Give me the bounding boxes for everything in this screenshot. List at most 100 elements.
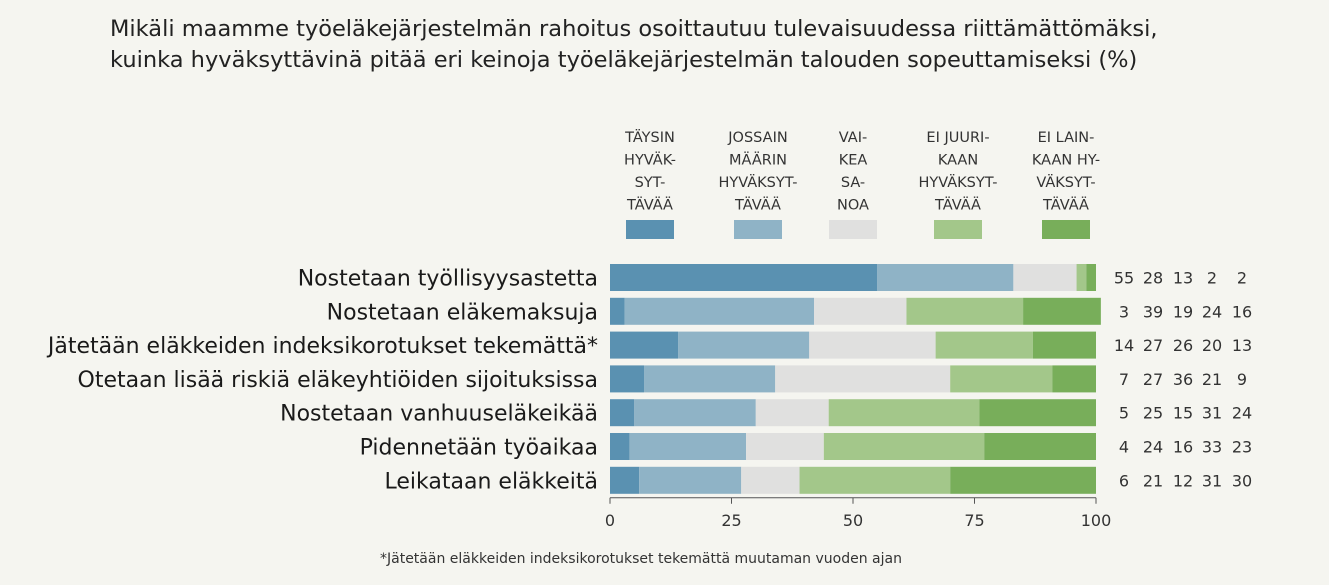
x-tick-label-1: 25	[721, 511, 741, 530]
legend-label-3-line-1: KAAN	[938, 153, 978, 169]
legend-label-4-line-3: TÄVÄÄ	[1042, 196, 1089, 214]
bar-2-4	[1032, 331, 1096, 359]
x-tick-label-0: 0	[605, 511, 615, 530]
bar-4-2	[755, 399, 829, 427]
value-label-5-1: 24	[1143, 438, 1163, 457]
bar-1-4	[1023, 297, 1101, 325]
value-label-6-0: 6	[1119, 471, 1129, 490]
category-label-4: Nostetaan vanhuuseläkeikää	[280, 402, 598, 427]
bar-6-3	[799, 466, 951, 494]
bar-0-2	[1013, 264, 1077, 291]
category-label-5: Pidennetään työaikaa	[360, 436, 598, 461]
legend-label-4-line-2: VÄKSYT-	[1036, 173, 1095, 191]
bar-5-4	[984, 433, 1096, 460]
category-label-2: Jätetään eläkkeiden indeksikorotukset te…	[46, 334, 598, 359]
bar-4-0	[610, 399, 635, 427]
x-tick-label-2: 50	[843, 511, 863, 530]
bar-4-3	[828, 399, 980, 427]
chart-title-line-1: Mikäli maamme työeläkejärjestelmän rahoi…	[110, 16, 1158, 42]
value-label-1-0: 3	[1119, 302, 1129, 321]
bar-4-4	[979, 399, 1096, 427]
value-label-0-4: 2	[1237, 269, 1247, 288]
bar-5-1	[629, 433, 747, 460]
value-label-4-4: 24	[1232, 404, 1252, 423]
legend-label-1-line-2: HYVÄKSYT-	[719, 173, 798, 191]
bar-3-0	[610, 365, 645, 393]
value-label-2-4: 13	[1232, 336, 1252, 355]
legend-label-0-line-2: SYT-	[635, 175, 666, 191]
value-label-4-0: 5	[1119, 404, 1129, 423]
legend-swatch-3	[934, 220, 982, 239]
bar-6-0	[610, 466, 640, 494]
category-label-1: Nostetaan eläkemaksuja	[327, 300, 598, 325]
value-label-5-3: 33	[1202, 438, 1222, 457]
legend-label-0-line-3: TÄVÄÄ	[626, 196, 673, 214]
category-label-6: Leikataan eläkkeitä	[385, 469, 598, 494]
value-label-5-4: 23	[1232, 438, 1252, 457]
bar-0-0	[610, 264, 878, 291]
x-tick-label-4: 100	[1081, 511, 1112, 530]
chart-title: Mikäli maamme työeläkejärjestelmän rahoi…	[110, 14, 1260, 76]
bar-6-4	[950, 466, 1096, 494]
value-label-0-0: 55	[1114, 269, 1134, 288]
value-label-2-2: 26	[1173, 336, 1193, 355]
value-label-2-0: 14	[1114, 336, 1134, 355]
legend-label-3-line-0: EI JUURI-	[926, 130, 989, 146]
category-label-3: Otetaan lisää riskiä eläkeyhtiöiden sijo…	[78, 368, 598, 393]
bar-2-1	[678, 331, 810, 359]
legend-swatch-1	[734, 220, 782, 239]
value-label-3-1: 27	[1143, 370, 1163, 389]
legend-label-0-line-0: TÄYSIN	[624, 128, 675, 146]
legend-label-1-line-3: TÄVÄÄ	[734, 196, 781, 214]
bar-5-2	[746, 433, 824, 460]
value-label-6-4: 30	[1232, 471, 1252, 490]
bar-3-3	[950, 365, 1053, 393]
value-label-0-3: 2	[1207, 269, 1217, 288]
value-label-2-3: 20	[1202, 336, 1222, 355]
legend-label-4-line-1: KAAN HY-	[1032, 153, 1100, 169]
value-label-4-1: 25	[1143, 404, 1163, 423]
value-label-1-4: 16	[1232, 302, 1252, 321]
bar-2-3	[935, 331, 1033, 359]
legend-label-2-line-0: VAI-	[839, 130, 867, 146]
value-label-3-2: 36	[1173, 370, 1193, 389]
value-label-2-1: 27	[1143, 336, 1163, 355]
bar-6-1	[639, 466, 742, 494]
bar-2-0	[610, 331, 679, 359]
bar-5-3	[823, 433, 985, 460]
x-tick-label-3: 75	[964, 511, 984, 530]
value-label-6-2: 12	[1173, 471, 1193, 490]
bar-3-1	[644, 365, 776, 393]
bar-6-2	[741, 466, 800, 494]
bar-0-4	[1086, 264, 1096, 291]
value-label-3-4: 9	[1237, 370, 1247, 389]
category-label-0: Nostetaan työllisyysastetta	[298, 267, 598, 292]
value-label-4-3: 31	[1202, 404, 1222, 423]
bar-3-2	[775, 365, 951, 393]
value-label-1-1: 39	[1143, 302, 1163, 321]
bar-1-1	[624, 297, 815, 325]
legend-label-0-line-1: HYVÄK-	[624, 151, 676, 169]
legend-label-1-line-0: JOSSAIN	[727, 130, 787, 146]
legend-swatch-4	[1042, 220, 1090, 239]
value-label-1-2: 19	[1173, 302, 1193, 321]
value-label-5-2: 16	[1173, 438, 1193, 457]
legend-swatch-0	[626, 220, 674, 239]
legend-label-3-line-3: TÄVÄÄ	[934, 196, 981, 214]
chart-title-line-2: kuinka hyväksyttävinä pitää eri keinoja …	[110, 47, 1138, 73]
value-label-5-0: 4	[1119, 438, 1129, 457]
legend-label-2-line-2: SA-	[841, 175, 865, 191]
legend-label-1-line-1: MÄÄRIN	[729, 151, 787, 169]
legend-label-2-line-3: NOA	[837, 198, 869, 214]
bar-5-0	[610, 433, 630, 460]
value-label-4-2: 15	[1173, 404, 1193, 423]
value-label-1-3: 24	[1202, 302, 1222, 321]
bar-1-0	[610, 297, 625, 325]
bar-1-3	[906, 297, 1024, 325]
value-label-0-1: 28	[1143, 269, 1163, 288]
bar-0-1	[877, 264, 1014, 291]
legend-swatch-2	[829, 220, 877, 239]
value-label-3-3: 21	[1202, 370, 1222, 389]
legend-label-2-line-1: KEA	[839, 153, 868, 169]
